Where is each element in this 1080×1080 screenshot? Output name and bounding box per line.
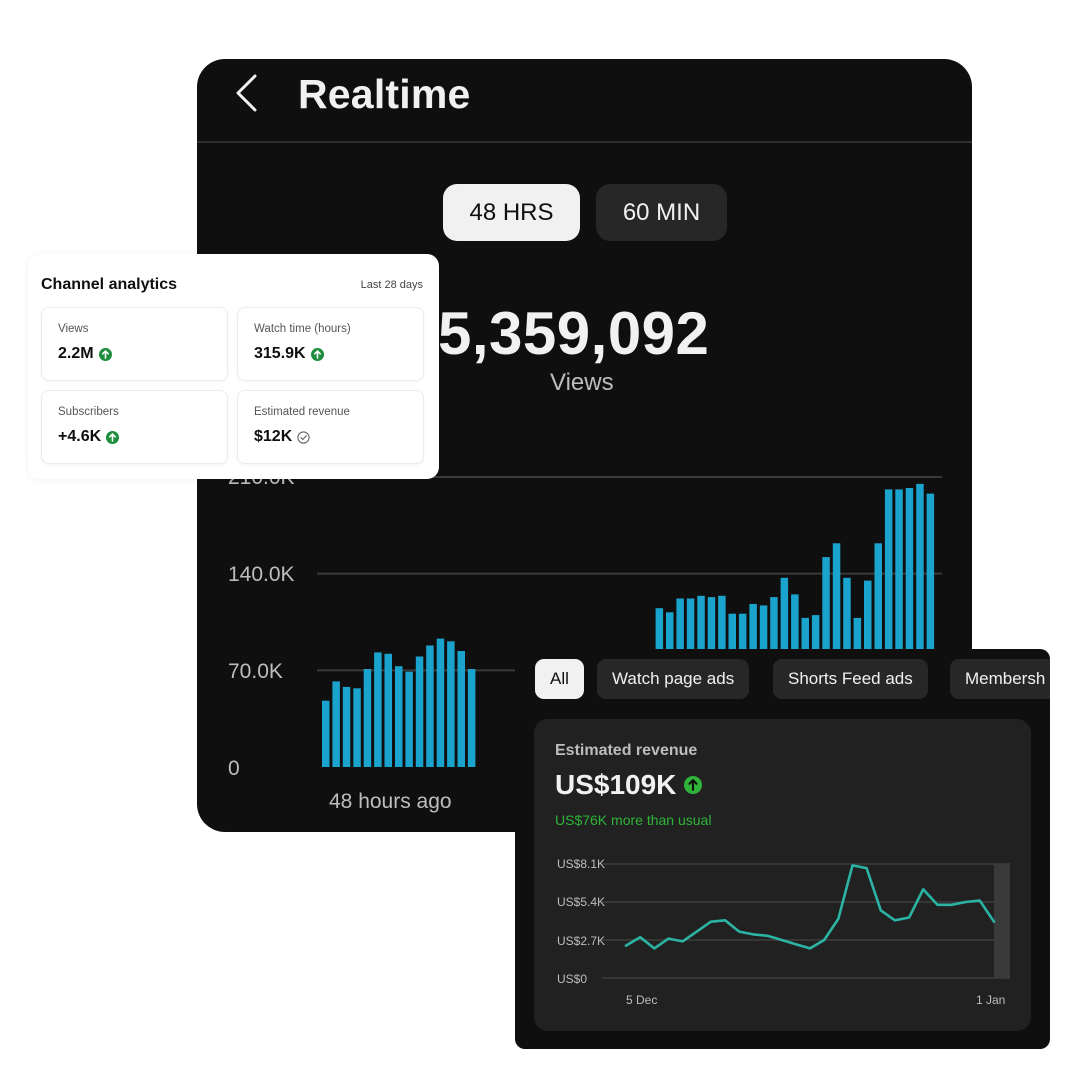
tab-48-hours[interactable]: 48 HRS [443, 184, 580, 241]
bar [322, 700, 330, 767]
stat-label: Views [58, 323, 89, 335]
bar [342, 686, 351, 767]
bar [363, 669, 372, 767]
bar [353, 688, 361, 767]
revenue-line-chart [602, 863, 1010, 979]
x-tick-label: 1 Jan [976, 993, 1006, 1007]
bar [895, 489, 903, 767]
revenue-line [624, 864, 996, 950]
arrow-up-circle-icon [310, 347, 324, 361]
stat-label: Subscribers [58, 406, 119, 418]
stat-value: 315.9K [254, 345, 306, 362]
revenue-label: Estimated revenue [555, 742, 698, 759]
chip-shorts-feed-ads[interactable]: Shorts Feed ads [773, 659, 928, 699]
x-tick-label: 5 Dec [626, 993, 658, 1007]
chip-watch-page-ads[interactable]: Watch page ads [597, 659, 750, 699]
bar [926, 493, 935, 767]
card-title: Channel analytics [41, 276, 178, 293]
total-views-label: Views [550, 369, 614, 396]
bar [905, 488, 914, 767]
bar [405, 671, 413, 767]
y-tick-label: 0 [228, 757, 240, 780]
bar [884, 489, 893, 767]
stat-value-row: 2.2M [58, 345, 112, 363]
current-period-highlight [994, 864, 1010, 978]
bar [332, 681, 340, 767]
arrow-up-circle-icon [98, 347, 112, 361]
stat-subscribers[interactable]: Subscribers +4.6K [41, 390, 228, 464]
stat-watch-time[interactable]: Watch time (hours) 315.9K [237, 307, 424, 381]
chip-memberships[interactable]: Membersh [950, 659, 1050, 699]
revenue-panel: All Watch page ads Shorts Feed ads Membe… [515, 649, 1050, 1049]
bar [916, 483, 924, 767]
y-tick-label: US$0 [557, 972, 588, 986]
channel-analytics-card: Channel analytics Last 28 days Views 2.2… [28, 254, 439, 479]
arrow-up-circle-icon [106, 430, 120, 444]
stat-label: Estimated revenue [254, 406, 350, 418]
bar [374, 652, 382, 767]
stat-value: $12K [254, 428, 293, 445]
y-tick-label: US$5.4K [557, 895, 606, 909]
estimated-revenue-card[interactable]: Estimated revenue US$109K US$76K more th… [534, 719, 1031, 1031]
stat-value: +4.6K [58, 428, 102, 445]
revenue-value: US$109K [555, 769, 677, 800]
stat-value: 2.2M [58, 345, 94, 362]
bar [457, 651, 465, 767]
realtime-header: Realtime [197, 59, 972, 143]
bar [426, 645, 434, 767]
revenue-comparison-note: US$76K more than usual [555, 812, 712, 828]
bar [415, 656, 424, 767]
stat-value-row: +4.6K [58, 428, 120, 446]
back-arrow-icon[interactable] [233, 73, 263, 113]
chip-all[interactable]: All [535, 659, 584, 699]
bar [395, 666, 403, 767]
period-label: Last 28 days [360, 279, 423, 291]
check-circle-icon [297, 430, 310, 444]
bar [436, 638, 445, 767]
total-views-value: 5,359,092 [438, 300, 710, 367]
y-tick-label: US$8.1K [557, 857, 606, 871]
stat-label: Watch time (hours) [254, 323, 351, 335]
stat-estimated-revenue[interactable]: Estimated revenue $12K [237, 390, 424, 464]
revenue-value-row: US$109K [555, 769, 703, 801]
bar [384, 653, 392, 767]
stat-value-row: $12K [254, 428, 310, 446]
stat-value-row: 315.9K [254, 345, 324, 363]
tab-60-minutes[interactable]: 60 MIN [596, 184, 727, 241]
bar [447, 641, 455, 767]
stat-views[interactable]: Views 2.2M [41, 307, 228, 381]
y-tick-label: 70.0K [228, 660, 283, 683]
arrow-up-circle-icon [684, 776, 703, 794]
x-axis-start-label: 48 hours ago [329, 790, 452, 813]
page-title: Realtime [298, 71, 471, 117]
bar [467, 669, 476, 767]
y-tick-label: 140.0K [228, 563, 295, 586]
y-tick-label: US$2.7K [557, 934, 606, 948]
